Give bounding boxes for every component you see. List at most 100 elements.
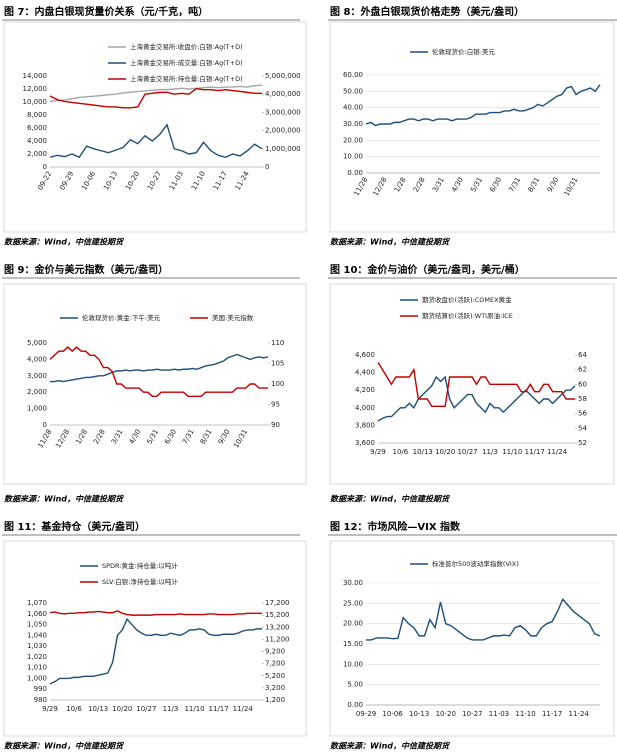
y2-tick-label: 52 (578, 439, 587, 447)
x-tick-label: 11/28 (352, 176, 369, 197)
x-tick-label: 5/31 (469, 176, 484, 194)
y-tick-label: 40.00 (343, 104, 363, 112)
x-tick-label: 10/13 (413, 448, 433, 456)
x-tick-label: 10/6 (393, 448, 409, 456)
y2-tick-label: 11,200 (265, 635, 290, 643)
y2-tick-label: 1,200 (265, 696, 285, 704)
x-tick-label: 9/29 (370, 448, 386, 456)
y-tick-label: 8,000 (27, 111, 47, 119)
y2-tick-label: 64 (578, 351, 587, 359)
chart-frame (329, 540, 615, 737)
x-tick-label: 7/31 (181, 428, 196, 446)
y-tick-label: 3,000 (27, 372, 47, 380)
source-note: 数据来源：Wind，中信建投期货 (330, 238, 451, 247)
y2-tick-label: 100 (271, 380, 284, 388)
y2-tick-label: 3,000,000 (265, 108, 301, 116)
y-tick-label: 12,000 (23, 85, 48, 93)
y-tick-label: 0.00 (347, 701, 363, 709)
y-tick-label: 2,000 (27, 388, 47, 396)
y2-tick-label: 58 (578, 395, 587, 403)
x-tick-label: 10-20 (124, 170, 141, 192)
legend-label: 期货收盘价(活跃):COMEX黄金 (422, 295, 512, 304)
x-tick-label: 10-13 (102, 170, 119, 192)
x-tick-label: 1/28 (74, 428, 89, 446)
x-tick-label: 10-27 (462, 710, 482, 718)
y2-tick-label: 7,200 (265, 660, 285, 668)
series-line (49, 123, 263, 159)
legend-label: SLV:白银:净持仓量:以吨计 (102, 577, 179, 586)
x-tick-label: 11/3 (482, 448, 498, 456)
x-tick-label: 10/20 (435, 448, 455, 456)
x-tick-label: 09-22 (36, 170, 53, 192)
chart-title: 图 10：金价与油价（美元/盎司，美元/桶） (330, 263, 525, 276)
x-tick-label: 3/31 (431, 176, 446, 194)
x-tick-label: 1/28 (393, 176, 408, 194)
x-tick-label: 11/17 (209, 705, 229, 713)
y-tick-label: 4,600 (355, 351, 375, 359)
legend-label: 上海黄金交易所:收盘价:白银:Ag(T+D) (130, 42, 243, 51)
series-line (365, 84, 601, 127)
y-tick-label: 4,000 (355, 404, 375, 412)
x-tick-label: 11/10 (502, 448, 522, 456)
chart-frame (3, 283, 307, 485)
y-tick-label: 1,000 (27, 674, 47, 682)
x-tick-label: 10-20 (436, 710, 456, 718)
x-tick-label: 10/27 (136, 705, 156, 713)
x-tick-label: 8/31 (527, 176, 542, 194)
chart-title: 图 12：市场风险—VIX 指数 (330, 520, 461, 533)
chart-frame (329, 21, 615, 233)
y-tick-label: 1,000 (27, 405, 47, 413)
x-tick-label: 6/30 (163, 428, 178, 446)
x-tick-label: 11/24 (547, 448, 568, 456)
x-tick-label: 09-29 (58, 170, 75, 192)
x-tick-label: 09-29 (356, 710, 376, 718)
y-tick-label: 4,400 (355, 369, 375, 377)
y-tick-label: 5,000 (27, 339, 47, 347)
y-tick-label: 10.00 (343, 660, 363, 668)
series-line (377, 375, 576, 422)
y-tick-label: 5.00 (347, 681, 363, 689)
y-tick-label: 4,000 (27, 137, 47, 145)
source-note: 数据来源：Wind，中信建投期货 (4, 495, 125, 504)
y2-tick-label: 5,200 (265, 672, 285, 680)
legend-label: 标准普尔500波动率指数(VIX) (432, 559, 519, 568)
x-tick-label: 11/3 (163, 705, 179, 713)
x-tick-label: 10/13 (88, 705, 108, 713)
x-tick-label: 4/30 (128, 428, 143, 446)
y-tick-label: 0.00 (347, 169, 363, 177)
x-tick-label: 12/28 (54, 428, 71, 449)
y-tick-label: 14,000 (23, 72, 48, 80)
source-note: 数据来源：Wind，中信建投期货 (330, 495, 451, 504)
x-tick-label: 10/20 (112, 705, 132, 713)
x-tick-label: 5/31 (145, 428, 160, 446)
y-tick-label: 20.00 (343, 136, 363, 144)
legend-label: 期货结算价(活跃):WTI原油:ICE (422, 311, 513, 320)
y-tick-label: 30.00 (343, 120, 363, 128)
y-tick-label: 3,800 (355, 421, 375, 429)
y2-tick-label: 90 (271, 421, 280, 429)
y-tick-label: 25.00 (343, 599, 363, 607)
x-tick-label: 10-06 (382, 710, 403, 718)
y2-tick-label: 17,200 (265, 599, 290, 607)
x-tick-label: 11-24 (569, 710, 590, 718)
legend-label: 伦敦现货价:黄金:下午:美元 (82, 313, 161, 322)
y2-tick-label: 3,200 (265, 684, 285, 692)
chart-title: 图 9：金价与美元指数（美元/盎司） (4, 263, 168, 276)
y2-tick-label: 60 (578, 380, 587, 388)
x-tick-label: 9/29 (42, 705, 58, 713)
y-tick-label: 3,600 (355, 439, 375, 447)
x-tick-label: 11/28 (36, 428, 53, 449)
series-line (49, 346, 268, 397)
x-tick-label: 11/24 (233, 705, 254, 713)
y-tick-label: 0 (43, 163, 47, 171)
y-tick-label: 1,050 (27, 621, 47, 629)
x-tick-label: 8/31 (199, 428, 214, 446)
y2-tick-label: 105 (271, 360, 284, 368)
x-tick-label: 9/30 (217, 428, 232, 446)
chart-frame (3, 21, 307, 233)
chart-title: 图 11：基金持仓（美元/盎司） (4, 520, 145, 533)
y2-tick-label: 9,200 (265, 648, 285, 656)
legend-label: 上海黄金交易所:成交量:白银:Ag(T+D) (130, 58, 243, 67)
y-tick-label: 60.00 (343, 71, 363, 79)
